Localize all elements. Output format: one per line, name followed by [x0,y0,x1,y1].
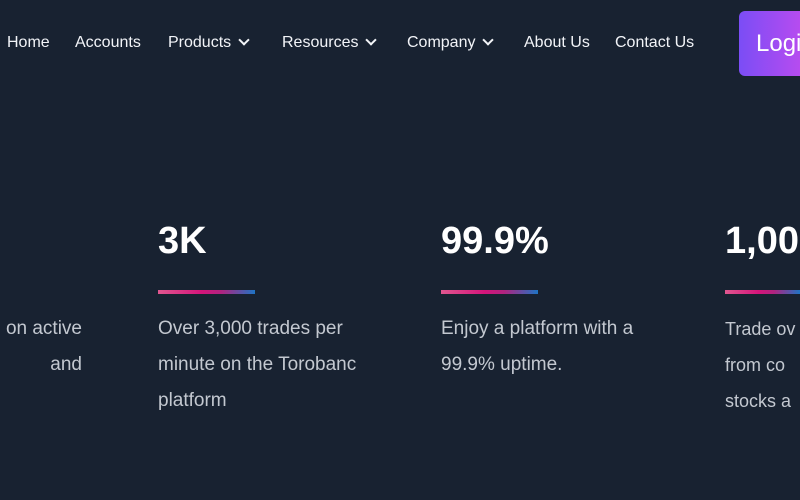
stat-line: minute on the Torobanc [158,354,357,375]
nav-accounts[interactable]: Accounts [75,34,141,52]
stat-description: Trade ov from co stocks a [725,311,800,419]
nav-resources[interactable]: Resources [282,34,378,52]
stat-card: 3K Over 3,000 trades per minute on the T… [158,218,418,419]
stat-divider [158,290,255,294]
stat-description: Enjoy a platform with a 99.9% uptime. [441,311,701,383]
nav-home-label: Home [7,34,50,51]
stat-line: from co [725,355,786,375]
stat-line: and [50,354,82,375]
stat-value [0,218,82,268]
nav-contact-us[interactable]: Contact Us [615,34,694,52]
stat-line: Trade ov [725,319,796,339]
login-button[interactable]: Logi [739,11,800,76]
stat-description: on active and [0,311,82,383]
stat-divider-spacer [0,290,82,294]
nav-company[interactable]: Company [407,34,495,52]
stat-card: 99.9% Enjoy a platform with a 99.9% upti… [441,218,701,383]
nav-about-label: About Us [524,34,590,51]
stat-line: platform [158,390,227,411]
nav-products-label: Products [168,34,232,51]
stat-line: on active [5,318,82,339]
nav-accounts-label: Accounts [75,34,141,51]
stat-value: 99.9% [441,220,549,262]
nav-contact-label: Contact Us [615,34,695,51]
nav-about-us[interactable]: About Us [524,34,590,52]
stat-description: Over 3,000 trades per minute on the Toro… [158,311,418,419]
chevron-down-icon [482,34,495,46]
stat-line: stocks a [725,391,792,411]
stat-card: 1,00 Trade ov from co stocks a [725,218,800,419]
nav-home[interactable]: Home [7,34,50,52]
stat-card: on active and [0,218,82,383]
stat-line: Enjoy a platform with a [441,318,634,339]
stat-divider [725,290,800,294]
top-nav: Home Accounts Products Resources Company… [0,0,800,88]
stat-value: 3K [158,220,207,262]
stat-divider [441,290,538,294]
nav-products[interactable]: Products [168,34,250,52]
stat-line: Over 3,000 trades per [158,318,343,339]
stat-value: 1,00 [725,220,799,262]
chevron-down-icon [365,34,378,46]
stat-line: 99.9% uptime. [441,354,563,375]
chevron-down-icon [238,34,250,46]
nav-resources-label: Resources [282,34,359,51]
nav-company-label: Company [407,34,476,51]
